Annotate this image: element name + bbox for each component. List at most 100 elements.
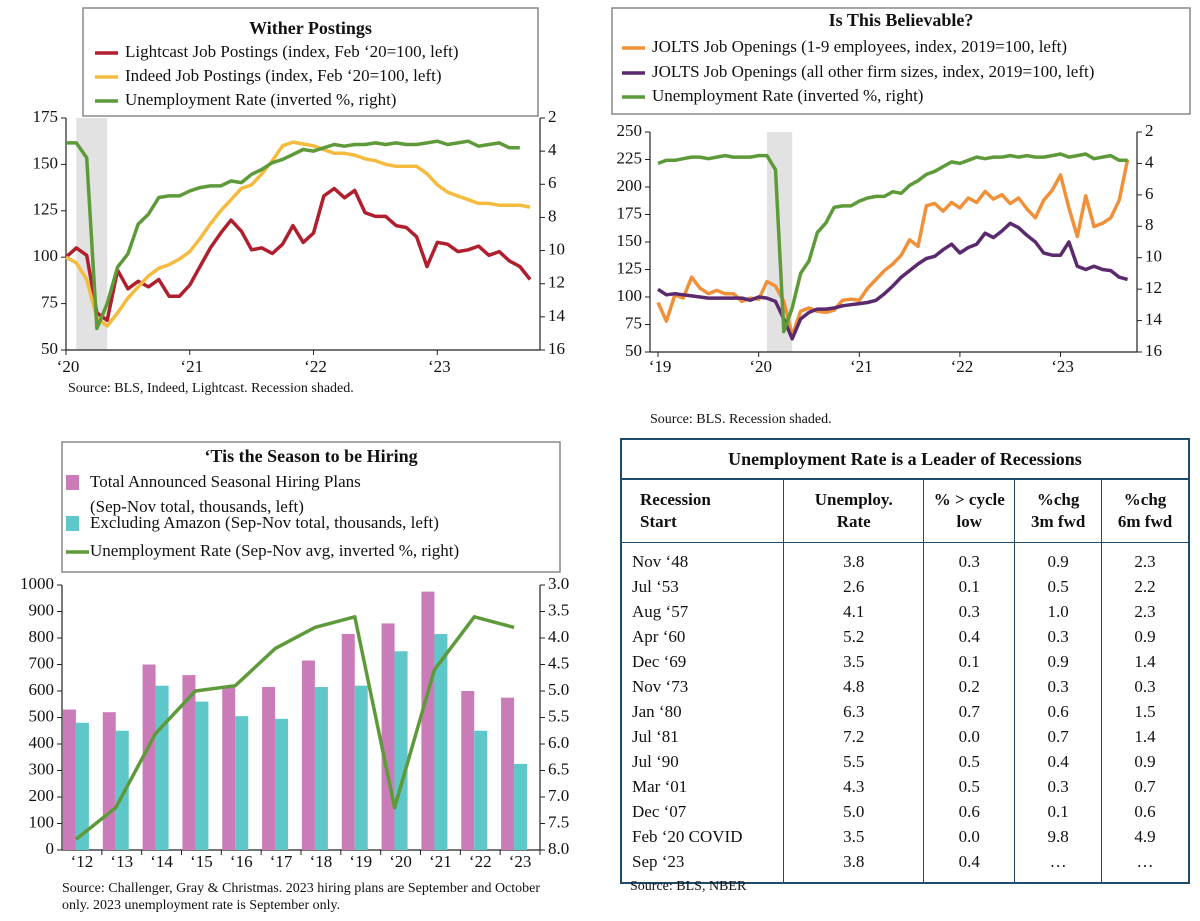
header-line: low [956,512,983,531]
table-cell: 1.4 [1101,649,1190,674]
y2-tick-label: 3.0 [548,574,569,593]
y2-tick-label: 7.0 [548,786,569,805]
table-cell: 6.3 [783,699,925,724]
table-cell: 0.7 [923,699,1016,724]
legend-label: Unemployment Rate (inverted %, right) [652,86,923,105]
bar [461,691,475,850]
table-row: Feb ‘20 COVID 3.5 0.0 9.8 4.9 [620,824,1190,849]
table-cell: 0.3 [1014,674,1103,699]
x-tick-label: ‘22 [304,357,327,376]
table-cell: 0.1 [923,649,1016,674]
legend-box [611,7,1191,115]
legend-label: Unemployment Rate (Sep-Nov avg, inverted… [90,541,459,560]
table-row: Dec ‘69 3.5 0.1 0.9 1.4 [620,649,1190,674]
table-cell: 2.2 [1101,574,1190,599]
legend-label: Lightcast Job Postings (index, Feb ‘20=1… [125,42,459,61]
table-row: Dec ‘07 5.0 0.6 0.1 0.6 [620,799,1190,824]
y2-tick-label: 8 [548,206,557,225]
table-cell: 4.8 [783,674,925,699]
x-tick-label: ‘17 [270,852,293,871]
bar [301,660,315,850]
legend-label: JOLTS Job Openings (all other firm sizes… [652,62,1094,81]
x-tick-label: ‘21 [429,852,452,871]
bar [501,697,515,850]
bar [62,709,76,850]
y-tick-label: 400 [29,733,55,752]
table-row: Jul ‘90 5.5 0.5 0.4 0.9 [620,749,1190,774]
table-cell: 0.5 [923,774,1016,799]
legend-swatch [66,516,79,531]
table-cell: 0.9 [1101,624,1190,649]
table-cell: 0.1 [1014,799,1103,824]
bar [275,718,289,850]
column-header: Unemploy. Rate [783,479,925,543]
table-cell: Nov ‘48 [620,542,785,574]
table-source: Source: BLS, NBER [630,879,747,894]
column-header: Recession Start [620,479,785,543]
line [66,139,520,331]
bar [142,664,156,850]
y-tick-label: 75 [41,293,58,312]
table-cell: 0.6 [923,799,1016,824]
table-cell: 2.3 [1101,599,1190,624]
bar [195,701,209,850]
y2-tick-label: 10 [548,239,565,258]
y2-tick-label: 4.5 [548,653,569,672]
x-tick-label: ‘20 [389,852,412,871]
table-cell: 2.6 [783,574,925,599]
y2-tick-label: 6 [1145,184,1154,203]
line [656,159,1130,338]
column-header: %chg 3m fwd [1014,479,1103,543]
legend-box [82,7,539,117]
table-cell: 0.3 [923,542,1016,574]
table-cell: 0.7 [1101,774,1190,799]
table-row: Mar ‘01 4.3 0.5 0.3 0.7 [620,774,1190,799]
bar [102,712,116,850]
table-cell: Nov ‘73 [620,674,785,699]
table-cell: 9.8 [1014,824,1103,849]
header-line: 3m fwd [1030,512,1086,531]
x-tick-label: ‘16 [230,852,253,871]
bar [115,730,129,850]
y-tick-label: 50 [41,339,58,358]
table-cell: 0.3 [1014,624,1103,649]
table-row: Sep ‘23 3.8 0.4…… [620,849,1190,883]
table-cell: 5.0 [783,799,925,824]
y-tick-label: 100 [33,246,59,265]
bar [155,685,169,850]
y2-tick-label: 10 [1145,247,1162,266]
table-cell: 0.3 [1101,674,1190,699]
table-cell: … [1014,849,1103,883]
y-tick-label: 250 [617,121,643,140]
table-cell: 0.2 [923,674,1016,699]
table-cell: 3.5 [783,649,925,674]
table-cell: 1.4 [1101,724,1190,749]
y2-tick-label: 5.0 [548,680,569,699]
table-cell: 0.3 [1014,774,1103,799]
y2-tick-label: 4 [548,140,557,159]
x-tick-label: ‘20 [57,357,80,376]
legend-label: JOLTS Job Openings (1-9 employees, index… [652,37,1067,56]
table-cell: 0.5 [1014,574,1103,599]
table-row: Aug ‘57 4.1 0.3 1.0 2.3 [620,599,1190,624]
table-cell: 0.4 [1014,749,1103,774]
y-tick-label: 175 [33,107,59,126]
y-tick-label: 50 [625,341,642,360]
table-cell: 0.0 [923,824,1016,849]
y-tick-label: 300 [29,759,55,778]
table-cell: 0.9 [1014,542,1103,574]
y-tick-label: 800 [29,627,55,646]
bar [354,685,368,850]
y2-tick-label: 7.5 [548,812,569,831]
bar [434,634,448,850]
x-tick-label: ‘13 [110,852,133,871]
y-tick-label: 100 [617,286,643,305]
table-cell: Jul ‘81 [620,724,785,749]
line [657,152,1128,334]
y-tick-label: 75 [625,313,642,332]
y2-tick-label: 8 [1145,215,1154,234]
bar [235,716,249,850]
chart-source: Source: BLS. Recession shaded. [650,412,832,427]
